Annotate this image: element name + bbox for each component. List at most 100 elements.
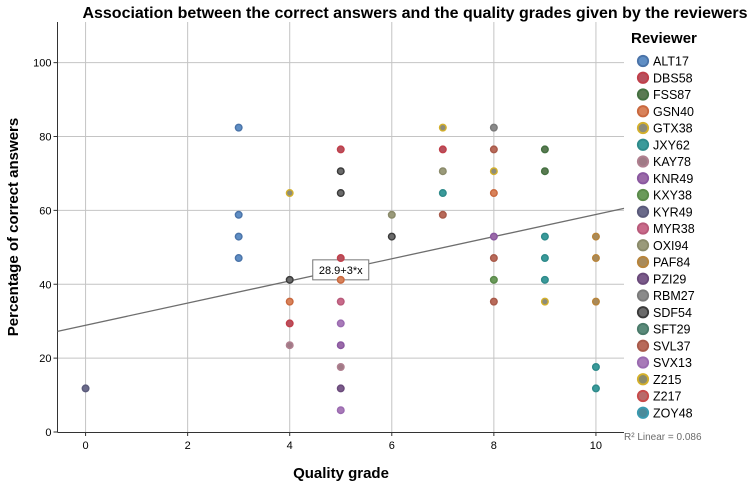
legend-marker: [636, 222, 650, 235]
data-point: [285, 189, 294, 198]
legend-item-label: Z215: [653, 373, 682, 387]
data-point: [489, 254, 498, 263]
data-point: [540, 232, 549, 241]
x-tick-label: 6: [389, 440, 395, 452]
data-point: [438, 189, 447, 198]
x-tick-label: 0: [83, 440, 89, 452]
data-point: [591, 232, 600, 241]
y-tick-labels: 0 20 40 60 80 100: [33, 58, 58, 439]
data-points: [81, 123, 600, 415]
data-point: [489, 145, 498, 154]
legend-marker: [636, 389, 650, 403]
legend-item-label: SFT29: [653, 323, 691, 337]
data-point: [285, 319, 294, 328]
y-tick-label: 40: [39, 279, 51, 291]
data-point: [540, 297, 549, 306]
gridlines: [57, 22, 624, 432]
legend-item-label: KAY78: [653, 155, 691, 169]
legend-marker: [636, 188, 650, 202]
x-tick-labels: 0 2 4 6 8 10: [83, 432, 602, 452]
y-tick-label: 0: [45, 427, 51, 439]
data-point: [81, 384, 90, 393]
legend-item-label: PZI29: [653, 272, 686, 286]
legend-marker: [636, 172, 650, 185]
legend-marker: [636, 205, 650, 218]
legend-item-label: SVL37: [653, 339, 691, 353]
data-point: [336, 362, 345, 371]
data-point: [540, 145, 549, 154]
y-tick-label: 60: [39, 205, 51, 217]
legend-item-label: KYR49: [653, 205, 693, 219]
legend-marker: [636, 289, 650, 302]
legend-marker: [636, 356, 650, 369]
legend-item-label: MYR38: [653, 222, 695, 236]
y-axis-label: Percentage of correct answers: [5, 118, 22, 336]
fit-line-group: 28.9+3*x: [57, 207, 625, 332]
data-point: [336, 145, 345, 154]
data-point: [234, 232, 243, 241]
data-point: [387, 210, 396, 219]
legend-marker: [636, 322, 650, 336]
legend-item-label: PAF84: [653, 256, 690, 270]
y-tick-label: 20: [39, 353, 51, 365]
legend-item-label: Z217: [653, 390, 682, 404]
data-point: [438, 123, 447, 132]
legend-item-label: SVX13: [653, 356, 692, 370]
legend-item-label: GSN40: [653, 105, 694, 119]
data-point: [336, 319, 345, 328]
data-point: [438, 210, 447, 219]
axes: [57, 22, 624, 433]
legend-marker: [636, 138, 650, 151]
legend: Reviewer ALT17 DBS58 FSS87 GSN40 GTX38 JXY62 K…: [631, 30, 697, 420]
legend-item-label: DBS58: [653, 71, 693, 85]
legend-item-label: ALT17: [653, 55, 689, 69]
data-point: [489, 167, 498, 176]
legend-item-label: JXY62: [653, 138, 690, 152]
data-point: [438, 167, 447, 176]
y-tick-label: 100: [33, 58, 51, 70]
legend-item-label: OXI94: [653, 239, 688, 253]
data-point: [285, 275, 294, 284]
x-tick-label: 2: [185, 440, 191, 452]
legend-marker: [636, 272, 650, 285]
data-point: [489, 297, 498, 306]
x-axis-label: Quality grade: [293, 465, 389, 482]
legend-marker: [636, 239, 650, 252]
legend-marker: [636, 54, 650, 68]
legend-marker: [636, 88, 650, 101]
data-point: [489, 232, 498, 241]
legend-marker: [636, 255, 650, 269]
legend-item-label: FSS87: [653, 88, 691, 102]
data-point: [285, 297, 294, 306]
data-point: [234, 210, 243, 219]
data-point: [387, 232, 396, 241]
legend-item-label: GTX38: [653, 122, 693, 136]
data-point: [336, 167, 345, 176]
chart-title: Association between the correct answers …: [82, 5, 747, 22]
data-point: [234, 123, 243, 132]
data-point: [336, 254, 345, 263]
data-point: [591, 384, 600, 393]
data-point: [285, 341, 294, 350]
legend-marker: [636, 406, 650, 419]
y-tick-label: 80: [39, 132, 51, 144]
r2-label: R² Linear = 0.086: [624, 432, 702, 443]
legend-marker: [636, 373, 650, 386]
legend-item-label: SDF54: [653, 306, 692, 320]
data-point: [591, 362, 600, 371]
legend-title: Reviewer: [631, 30, 697, 47]
data-point: [540, 275, 549, 284]
legend-item-label: KNR49: [653, 172, 693, 186]
x-tick-label: 8: [491, 440, 497, 452]
legend-marker: [636, 155, 650, 168]
x-tick-label: 4: [287, 440, 293, 452]
data-point: [234, 254, 243, 263]
data-point: [336, 341, 345, 350]
legend-marker: [636, 306, 650, 319]
data-point: [336, 189, 345, 198]
data-point: [591, 297, 600, 306]
fit-equation-label: 28.9+3*x: [319, 265, 363, 277]
legend-marker: [636, 121, 650, 135]
legend-item-label: ZOY48: [653, 406, 693, 420]
